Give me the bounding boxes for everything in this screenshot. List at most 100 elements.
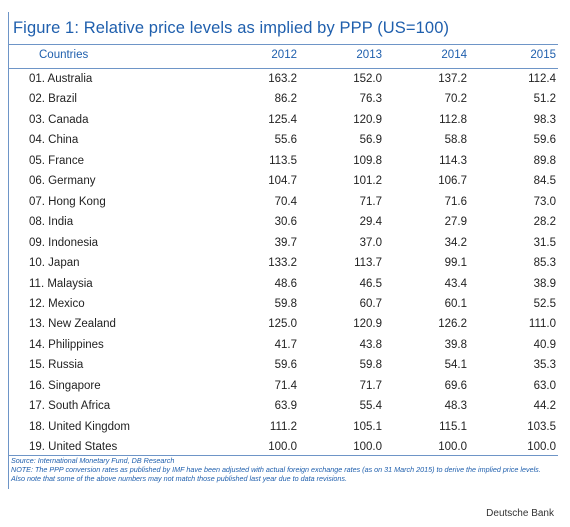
table-row: 18. United Kingdom 111.2 105.1 115.1 103.5 [9,418,558,438]
cell-2015: 112.4 [528,73,556,85]
cell-2015: 28.2 [533,216,556,229]
country-name: 13. New Zealand [29,318,116,331]
cell-2012: 39.7 [274,236,297,249]
country-name: 19. United States [29,441,118,454]
cell-2013: 43.8 [359,338,382,351]
table-row: 13. New Zealand 125.0 120.9 126.2 111.0 [9,315,558,335]
cell-2013: 101.2 [353,175,382,188]
cell-2014: 60.1 [444,297,467,310]
table-row: 10. Japan 133.2 113.7 99.1 85.3 [9,254,558,274]
cell-2015: 100.0 [527,441,556,454]
cell-2012: 100.0 [268,441,297,454]
cell-2015: 103.5 [527,420,556,433]
table-row: 12. Mexico 59.8 60.7 60.1 52.5 [9,295,558,315]
table-row: 11. Malaysia 48.6 46.5 43.4 38.9 [9,275,558,295]
table-row: 16. Singapore 71.4 71.7 69.6 63.0 [9,377,558,397]
table-row: 08. India 30.6 29.4 27.9 28.2 [9,213,558,233]
credit-label: Deutsche Bank [486,508,554,519]
country-name: 12. Mexico [29,297,85,310]
cell-2012: 86.2 [274,93,297,106]
table-row: 04. China 55.6 56.9 58.8 59.6 [9,131,558,151]
cell-2014: 69.6 [444,379,467,392]
table-row: 05. France 113.5 109.8 114.3 89.8 [9,152,558,172]
cell-2015: 73.0 [533,195,556,208]
cell-2013: 120.9 [353,113,382,126]
cell-2012: 41.7 [274,338,297,351]
cell-2013: 76.3 [359,93,382,106]
header-year-2014: 2014 [441,49,467,61]
country-name: 11. Malaysia [29,277,93,290]
cell-2015: 44.2 [533,400,556,413]
cell-2013: 100.0 [353,441,382,454]
cell-2014: 54.1 [444,359,467,372]
country-name: 18. United Kingdom [29,420,131,433]
table-row: 01. Australia 163.2 152.0 137.2 112.4 [9,70,558,90]
cell-2013: 109.8 [353,154,382,167]
cell-2013: 59.8 [359,359,382,372]
cell-2012: 55.6 [274,134,297,147]
title-divider [9,44,558,45]
table-row: 02. Brazil 86.2 76.3 70.2 51.2 [9,90,558,110]
country-name: 17. South Africa [29,400,111,413]
cell-2012: 59.6 [274,359,297,372]
table-row: 06. Germany 104.7 101.2 106.7 84.5 [9,172,558,192]
cell-2015: 59.6 [533,134,556,147]
country-name: 10. Japan [29,257,80,270]
cell-2012: 111.2 [269,420,297,433]
cell-2014: 126.2 [438,318,467,331]
country-name: 14. Philippines [29,338,104,351]
cell-2015: 40.9 [533,338,556,351]
cell-2012: 113.5 [269,154,297,167]
table-row: 15. Russia 59.6 59.8 54.1 35.3 [9,356,558,376]
cell-2015: 84.5 [533,175,556,188]
table-row: 03. Canada 125.4 120.9 112.8 98.3 [9,111,558,131]
cell-2012: 30.6 [274,216,297,229]
country-name: 01. Australia [29,73,93,85]
table-row: 09. Indonesia 39.7 37.0 34.2 31.5 [9,234,558,254]
header-countries: Countries [39,49,89,61]
cell-2013: 60.7 [359,297,382,310]
cell-2014: 34.2 [444,236,467,249]
cell-2015: 63.0 [533,379,556,392]
cell-2012: 71.4 [274,379,297,392]
figure-panel: Figure 1: Relative price levels as impli… [8,12,558,489]
cell-2014: 39.8 [444,338,467,351]
header-year-2015: 2015 [530,49,556,61]
cell-2012: 125.0 [268,318,297,331]
cell-2013: 71.7 [359,379,382,392]
header-divider [9,68,558,69]
header-year-2013: 2013 [356,49,382,61]
cell-2012: 63.9 [274,400,297,413]
cell-2014: 106.7 [438,175,467,188]
cell-2014: 100.0 [438,441,467,454]
country-name: 16. Singapore [29,379,101,392]
country-name: 02. Brazil [29,93,77,106]
country-name: 05. France [29,154,84,167]
country-name: 06. Germany [29,175,96,188]
cell-2015: 111.0 [528,318,556,331]
note-text: NOTE: The PPP conversion rates as publis… [11,465,541,484]
cell-2012: 133.2 [268,257,297,270]
cell-2015: 52.5 [533,297,556,310]
cell-2014: 27.9 [444,216,467,229]
cell-2012: 48.6 [274,277,297,290]
header-year-2012: 2012 [271,49,297,61]
cell-2013: 113.7 [354,257,382,270]
cell-2013: 56.9 [359,134,382,147]
country-name: 07. Hong Kong [29,195,106,208]
cell-2012: 70.4 [274,195,297,208]
cell-2015: 35.3 [533,359,556,372]
cell-2014: 114.3 [439,154,467,167]
cell-2014: 137.2 [438,73,467,85]
cell-2013: 29.4 [359,216,382,229]
cell-2015: 31.5 [533,236,556,249]
country-name: 15. Russia [29,359,84,372]
cell-2014: 70.2 [444,93,467,106]
cell-2012: 104.7 [268,175,297,188]
cell-2015: 85.3 [533,257,556,270]
cell-2013: 152.0 [353,73,382,85]
cell-2012: 163.2 [268,73,297,85]
cell-2012: 125.4 [268,113,297,126]
source-line: Source: International Monetary Fund, DB … [11,456,175,465]
cell-2013: 120.9 [353,318,382,331]
